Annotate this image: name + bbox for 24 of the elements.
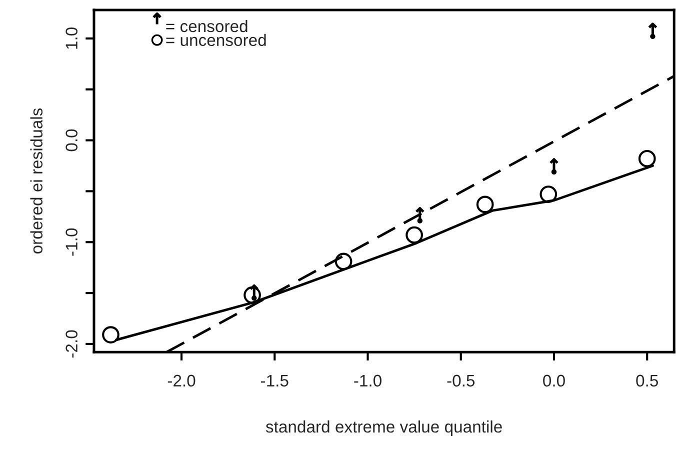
x-tick-label: -0.5 xyxy=(447,374,475,387)
point xyxy=(252,296,257,301)
point xyxy=(244,286,261,304)
point xyxy=(476,196,494,214)
point xyxy=(102,326,120,344)
point xyxy=(638,150,656,168)
y-tick-label: -2.0 xyxy=(66,330,78,358)
legend-label: = censored xyxy=(166,20,248,32)
x-tick-label: -1.0 xyxy=(354,374,382,387)
y-tick-label: -1.0 xyxy=(66,228,78,256)
y-tick-label: 0.0 xyxy=(66,129,78,152)
point xyxy=(334,252,352,270)
point xyxy=(540,186,558,203)
x-tick-label: -2.0 xyxy=(168,374,196,387)
x-axis-title: standard extreme value quantile xyxy=(266,420,502,436)
point xyxy=(551,169,557,174)
point xyxy=(650,34,656,40)
x-tick-label: 0.5 xyxy=(636,374,658,387)
y-axis-title: ordered ei residuals xyxy=(30,108,43,254)
point xyxy=(406,226,423,244)
legend-label: = uncensored xyxy=(166,34,266,46)
x-tick-label: -1.5 xyxy=(261,374,288,387)
x-tick-label: 0.0 xyxy=(543,374,565,387)
y-tick-label: 1.0 xyxy=(66,28,78,49)
